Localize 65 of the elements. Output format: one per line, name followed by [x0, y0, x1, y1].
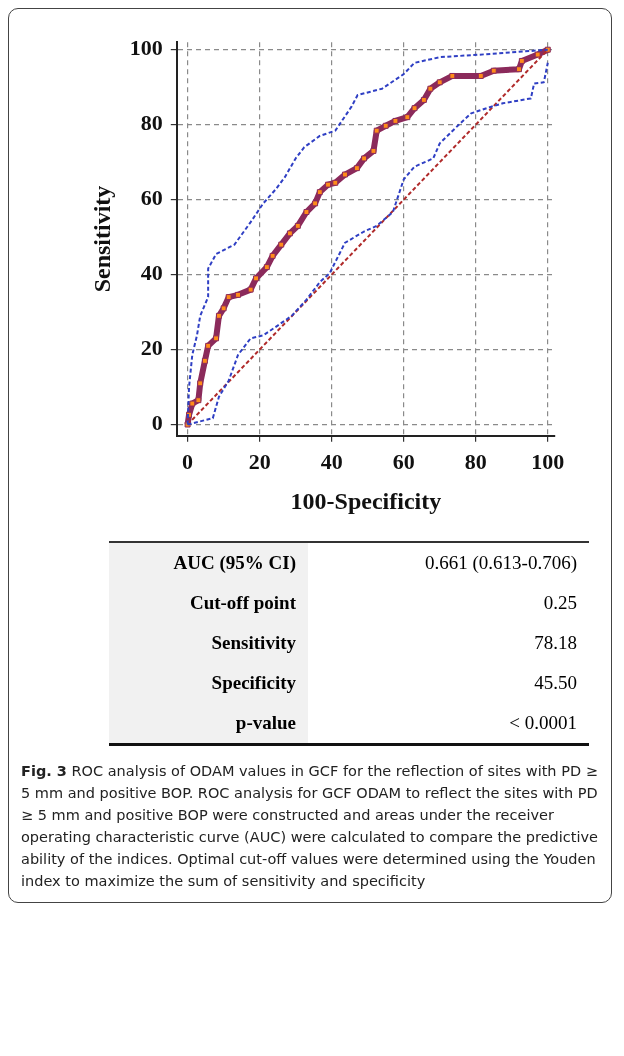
- y-tick-label: 60: [140, 185, 163, 211]
- point: [278, 241, 285, 248]
- y-tick-label: 40: [140, 260, 163, 286]
- point: [201, 357, 208, 364]
- point: [404, 114, 411, 121]
- y-tick-label: 80: [140, 110, 163, 136]
- point: [325, 181, 332, 188]
- point: [342, 171, 348, 178]
- point: [316, 189, 323, 196]
- point: [332, 179, 339, 186]
- point: [294, 222, 301, 229]
- point: [263, 264, 270, 271]
- y-tick-label: 0: [151, 410, 163, 436]
- text: 78.18: [533, 631, 578, 655]
- point: [213, 335, 220, 342]
- point: [353, 165, 360, 172]
- point: [361, 155, 368, 162]
- text: AUC (95% CI): [109, 542, 308, 583]
- point: [420, 96, 427, 103]
- caption: Fig. 3: [21, 763, 67, 779]
- point: [253, 275, 260, 282]
- x-tick-label: 60: [392, 448, 415, 474]
- point: [477, 72, 484, 79]
- point: [436, 79, 443, 86]
- point: [220, 305, 227, 312]
- point: [449, 72, 456, 79]
- point: [205, 342, 212, 349]
- point: [427, 85, 434, 92]
- point: [382, 122, 389, 129]
- point: [197, 380, 204, 387]
- point: [312, 200, 319, 207]
- point: [235, 291, 242, 298]
- y-axis-title: Sensitivity: [88, 185, 115, 293]
- x-tick-label: 100: [531, 448, 565, 474]
- text: < 0.0001: [508, 711, 578, 735]
- text: 0.25: [542, 591, 578, 615]
- point: [373, 127, 380, 134]
- text: p-value: [109, 703, 308, 745]
- point: [247, 286, 254, 293]
- point: [392, 117, 399, 124]
- text: Cut-off point: [109, 583, 308, 623]
- text: Sensitivity: [109, 623, 308, 663]
- x-axis-title: 100-Specificity: [290, 487, 442, 514]
- point: [269, 252, 276, 259]
- point: [534, 51, 541, 58]
- point: [215, 312, 222, 319]
- x-tick-label: 80: [464, 448, 487, 474]
- text: 0.661 (0.613-0.706): [424, 551, 578, 575]
- point: [225, 294, 232, 301]
- y-tick-label: 100: [129, 35, 163, 61]
- point: [189, 400, 196, 407]
- point: [370, 147, 377, 154]
- point: [490, 67, 497, 74]
- text: Specificity: [109, 663, 308, 703]
- point: [516, 66, 522, 73]
- y-tick-label: 20: [140, 335, 163, 361]
- point: [195, 397, 202, 404]
- x-tick-label: 0: [182, 448, 194, 474]
- point: [411, 105, 418, 112]
- text: 45.50: [533, 671, 578, 695]
- point: [286, 230, 293, 237]
- point: [518, 57, 525, 64]
- x-tick-label: 40: [320, 448, 343, 474]
- point: [303, 209, 310, 215]
- x-tick-label: 20: [248, 448, 271, 474]
